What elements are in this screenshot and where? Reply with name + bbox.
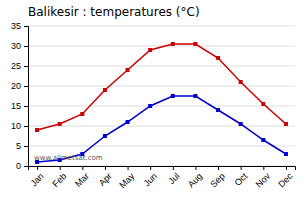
tick: 35: [11, 21, 28, 31]
tick: Sep: [208, 166, 226, 189]
grid: [28, 26, 295, 166]
tick-label: 5: [16, 141, 21, 151]
tick: Feb: [50, 166, 68, 189]
tick-label: Apr: [97, 171, 114, 188]
tick: Jul: [166, 166, 181, 186]
grid-line: [28, 106, 295, 107]
tick-label: 30: [11, 41, 21, 51]
tick-mark: [241, 166, 242, 170]
tick-mark: [150, 166, 151, 170]
marker: [193, 42, 197, 46]
marker: [216, 56, 220, 60]
marker: [103, 134, 107, 138]
tick-label: Dec: [276, 171, 295, 190]
tick-mark: [24, 26, 28, 27]
tick: 25: [11, 61, 28, 71]
tick-label: Nov: [254, 171, 273, 190]
grid-line: [28, 86, 295, 87]
title: Balikesir : temperatures (°C): [28, 5, 200, 19]
marker: [126, 68, 130, 72]
tick-label: Jan: [28, 171, 45, 188]
line: [37, 44, 286, 130]
tick-mark: [218, 166, 219, 170]
tick: 10: [11, 121, 28, 131]
tick-mark: [24, 126, 28, 127]
marker: [171, 94, 175, 98]
marker: [284, 152, 288, 156]
tick-label: Oct: [232, 171, 249, 188]
data: [35, 42, 288, 164]
tick: Aug: [186, 166, 204, 189]
tick-label: 0: [16, 161, 21, 171]
annotation: www.allmetsat.com: [34, 154, 103, 162]
marker: [80, 112, 84, 116]
tick: 20: [11, 81, 28, 91]
line: [37, 96, 286, 162]
marker: [58, 122, 62, 126]
tick-mark: [24, 46, 28, 47]
tick: 5: [16, 141, 28, 151]
tick-mark: [37, 166, 38, 170]
tick-mark: [173, 166, 174, 170]
tick: Apr: [97, 166, 114, 188]
marker: [148, 48, 152, 52]
tick: 0: [16, 161, 28, 171]
marker: [148, 104, 152, 108]
grid-line: [28, 126, 295, 127]
tick-label: Jul: [166, 171, 181, 186]
marker: [193, 94, 197, 98]
plot: 0 5 10 15 20 25 30 35 Jan Feb Mar AprMay Jun Jul AugSe…: [11, 21, 296, 190]
tick-mark: [263, 166, 264, 170]
tick-mark: [24, 106, 28, 107]
y-axis: 0 5 10 15 20 25 30 35: [11, 21, 29, 171]
tick: 30: [11, 41, 28, 51]
tick-label: 15: [11, 101, 21, 111]
tick-mark: [128, 166, 129, 170]
tick: Nov: [254, 166, 273, 189]
tick-mark: [24, 146, 28, 147]
marker: [216, 108, 220, 112]
tick: Jun: [142, 166, 159, 188]
x-axis: Jan Feb Mar AprMay Jun Jul AugSep Oct NovDec: [28, 166, 295, 190]
tick-label: Aug: [186, 171, 204, 189]
tick-label: Jun: [142, 171, 159, 188]
tick-label: May: [117, 171, 136, 190]
tick-label: 10: [11, 121, 21, 131]
marker: [261, 138, 265, 142]
tick-mark: [60, 166, 61, 170]
tick: Dec: [276, 166, 295, 189]
tick: Jan: [28, 166, 45, 188]
tick-label: Feb: [50, 171, 68, 189]
marker: [261, 102, 265, 106]
grid-line: [28, 146, 295, 147]
tick-label: Sep: [208, 171, 226, 189]
chart: 0 5 10 15 20 25 30 35 Jan Feb Mar AprMay Jun Jul AugSe…: [0, 0, 305, 200]
axis-line: [29, 167, 296, 171]
marker: [284, 122, 288, 126]
tick-mark: [105, 166, 106, 170]
tick-label: 35: [11, 21, 21, 31]
marker: [103, 88, 107, 92]
tick: 15: [11, 101, 28, 111]
axis-line: [24, 27, 29, 167]
tick-mark: [195, 166, 196, 170]
tick-mark: [82, 166, 83, 170]
marker: [239, 80, 243, 84]
tick-label: Mar: [73, 171, 91, 189]
grid-line: [28, 26, 295, 27]
tick-mark: [24, 166, 28, 167]
tick-label: 25: [11, 61, 21, 71]
tick: May: [117, 166, 136, 190]
marker: [171, 42, 175, 46]
marker: [239, 122, 243, 126]
tick: Oct: [232, 166, 249, 188]
tick-mark: [24, 86, 28, 87]
grid-line: [28, 66, 295, 67]
tick: Mar: [73, 166, 91, 189]
tick-mark: [286, 166, 287, 170]
marker: [35, 128, 39, 132]
tick-label: 20: [11, 81, 21, 91]
tick-mark: [24, 66, 28, 67]
marker: [126, 120, 130, 124]
